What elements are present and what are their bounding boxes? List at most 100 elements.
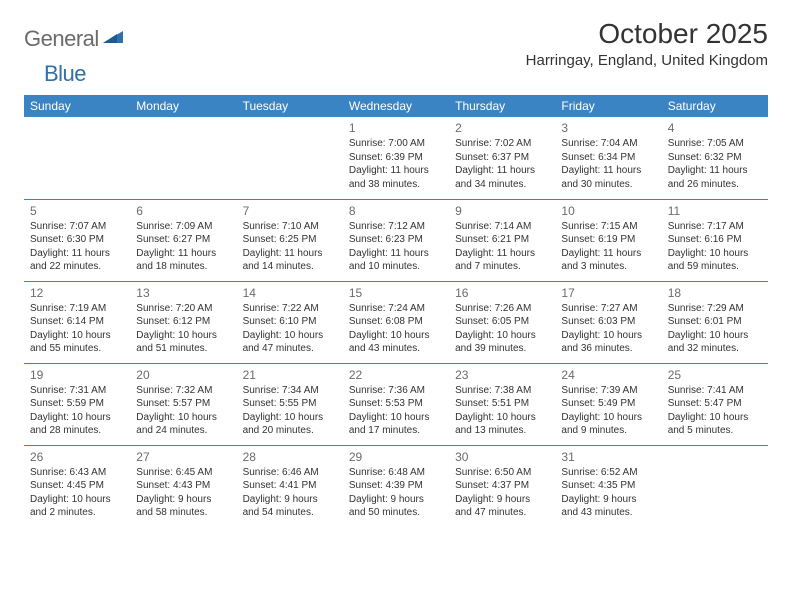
calendar-day-cell: 11Sunrise: 7:17 AMSunset: 6:16 PMDayligh… <box>662 199 768 281</box>
sunrise-line: Sunrise: 6:46 AM <box>243 466 337 480</box>
calendar-day-cell: 29Sunrise: 6:48 AMSunset: 4:39 PMDayligh… <box>343 445 449 527</box>
daylight-line: Daylight: 11 hours and 7 minutes. <box>455 247 549 274</box>
sunset-line: Sunset: 5:47 PM <box>668 397 762 411</box>
day-number: 26 <box>30 449 124 465</box>
sunset-line: Sunset: 6:12 PM <box>136 315 230 329</box>
sunset-line: Sunset: 5:49 PM <box>561 397 655 411</box>
sunrise-line: Sunrise: 6:48 AM <box>349 466 443 480</box>
calendar-day-cell: 24Sunrise: 7:39 AMSunset: 5:49 PMDayligh… <box>555 363 661 445</box>
day-number: 4 <box>668 120 762 136</box>
sunset-line: Sunset: 4:45 PM <box>30 479 124 493</box>
sunset-line: Sunset: 6:23 PM <box>349 233 443 247</box>
day-number: 20 <box>136 367 230 383</box>
daylight-line: Daylight: 10 hours and 17 minutes. <box>349 411 443 438</box>
calendar-day-cell <box>662 445 768 527</box>
day-number: 14 <box>243 285 337 301</box>
day-number: 7 <box>243 203 337 219</box>
calendar-day-cell: 21Sunrise: 7:34 AMSunset: 5:55 PMDayligh… <box>237 363 343 445</box>
day-number: 18 <box>668 285 762 301</box>
calendar-day-cell: 10Sunrise: 7:15 AMSunset: 6:19 PMDayligh… <box>555 199 661 281</box>
weekday-header: Saturday <box>662 95 768 117</box>
calendar-day-cell: 6Sunrise: 7:09 AMSunset: 6:27 PMDaylight… <box>130 199 236 281</box>
daylight-line: Daylight: 10 hours and 39 minutes. <box>455 329 549 356</box>
daylight-line: Daylight: 11 hours and 10 minutes. <box>349 247 443 274</box>
sunrise-line: Sunrise: 7:09 AM <box>136 220 230 234</box>
calendar-day-cell: 15Sunrise: 7:24 AMSunset: 6:08 PMDayligh… <box>343 281 449 363</box>
daylight-line: Daylight: 10 hours and 9 minutes. <box>561 411 655 438</box>
calendar-day-cell: 1Sunrise: 7:00 AMSunset: 6:39 PMDaylight… <box>343 117 449 199</box>
sunset-line: Sunset: 6:37 PM <box>455 151 549 165</box>
daylight-line: Daylight: 10 hours and 28 minutes. <box>30 411 124 438</box>
title-block: October 2025 Harringay, England, United … <box>526 18 768 69</box>
calendar-body: 1Sunrise: 7:00 AMSunset: 6:39 PMDaylight… <box>24 117 768 527</box>
day-number: 23 <box>455 367 549 383</box>
sunset-line: Sunset: 6:08 PM <box>349 315 443 329</box>
sunset-line: Sunset: 6:01 PM <box>668 315 762 329</box>
daylight-line: Daylight: 10 hours and 20 minutes. <box>243 411 337 438</box>
sunset-line: Sunset: 4:35 PM <box>561 479 655 493</box>
sunset-line: Sunset: 6:21 PM <box>455 233 549 247</box>
sunset-line: Sunset: 5:55 PM <box>243 397 337 411</box>
calendar-day-cell: 31Sunrise: 6:52 AMSunset: 4:35 PMDayligh… <box>555 445 661 527</box>
calendar-day-cell: 9Sunrise: 7:14 AMSunset: 6:21 PMDaylight… <box>449 199 555 281</box>
weekday-header: Tuesday <box>237 95 343 117</box>
calendar-day-cell <box>24 117 130 199</box>
daylight-line: Daylight: 9 hours and 47 minutes. <box>455 493 549 520</box>
calendar-day-cell: 12Sunrise: 7:19 AMSunset: 6:14 PMDayligh… <box>24 281 130 363</box>
calendar-day-cell: 5Sunrise: 7:07 AMSunset: 6:30 PMDaylight… <box>24 199 130 281</box>
sunrise-line: Sunrise: 7:17 AM <box>668 220 762 234</box>
logo-text-blue: Blue <box>44 61 86 87</box>
sunrise-line: Sunrise: 7:27 AM <box>561 302 655 316</box>
sunrise-line: Sunrise: 7:00 AM <box>349 137 443 151</box>
day-number: 10 <box>561 203 655 219</box>
daylight-line: Daylight: 10 hours and 5 minutes. <box>668 411 762 438</box>
sunset-line: Sunset: 4:39 PM <box>349 479 443 493</box>
calendar-day-cell: 18Sunrise: 7:29 AMSunset: 6:01 PMDayligh… <box>662 281 768 363</box>
calendar-day-cell: 20Sunrise: 7:32 AMSunset: 5:57 PMDayligh… <box>130 363 236 445</box>
day-number: 31 <box>561 449 655 465</box>
calendar-day-cell <box>237 117 343 199</box>
sunrise-line: Sunrise: 7:22 AM <box>243 302 337 316</box>
sunrise-line: Sunrise: 7:07 AM <box>30 220 124 234</box>
sunset-line: Sunset: 6:34 PM <box>561 151 655 165</box>
daylight-line: Daylight: 10 hours and 59 minutes. <box>668 247 762 274</box>
calendar-day-cell: 8Sunrise: 7:12 AMSunset: 6:23 PMDaylight… <box>343 199 449 281</box>
daylight-line: Daylight: 11 hours and 18 minutes. <box>136 247 230 274</box>
calendar-day-cell: 3Sunrise: 7:04 AMSunset: 6:34 PMDaylight… <box>555 117 661 199</box>
sunrise-line: Sunrise: 7:04 AM <box>561 137 655 151</box>
sunrise-line: Sunrise: 6:43 AM <box>30 466 124 480</box>
day-number: 5 <box>30 203 124 219</box>
sunrise-line: Sunrise: 6:52 AM <box>561 466 655 480</box>
calendar-day-cell: 13Sunrise: 7:20 AMSunset: 6:12 PMDayligh… <box>130 281 236 363</box>
calendar-day-cell: 4Sunrise: 7:05 AMSunset: 6:32 PMDaylight… <box>662 117 768 199</box>
day-number: 25 <box>668 367 762 383</box>
logo: General <box>24 18 127 52</box>
weekday-header: Wednesday <box>343 95 449 117</box>
sunrise-line: Sunrise: 7:05 AM <box>668 137 762 151</box>
calendar-day-cell: 26Sunrise: 6:43 AMSunset: 4:45 PMDayligh… <box>24 445 130 527</box>
weekday-header: Friday <box>555 95 661 117</box>
sunrise-line: Sunrise: 6:45 AM <box>136 466 230 480</box>
daylight-line: Daylight: 10 hours and 24 minutes. <box>136 411 230 438</box>
sunrise-line: Sunrise: 7:34 AM <box>243 384 337 398</box>
sunset-line: Sunset: 4:37 PM <box>455 479 549 493</box>
sunset-line: Sunset: 5:53 PM <box>349 397 443 411</box>
page-title: October 2025 <box>526 18 768 50</box>
day-number: 9 <box>455 203 549 219</box>
sunrise-line: Sunrise: 7:15 AM <box>561 220 655 234</box>
sunrise-line: Sunrise: 6:50 AM <box>455 466 549 480</box>
daylight-line: Daylight: 11 hours and 3 minutes. <box>561 247 655 274</box>
day-number: 24 <box>561 367 655 383</box>
day-number: 29 <box>349 449 443 465</box>
daylight-line: Daylight: 9 hours and 43 minutes. <box>561 493 655 520</box>
sunrise-line: Sunrise: 7:20 AM <box>136 302 230 316</box>
daylight-line: Daylight: 11 hours and 22 minutes. <box>30 247 124 274</box>
sunset-line: Sunset: 6:25 PM <box>243 233 337 247</box>
weekday-header: Sunday <box>24 95 130 117</box>
sunrise-line: Sunrise: 7:38 AM <box>455 384 549 398</box>
sunset-line: Sunset: 5:57 PM <box>136 397 230 411</box>
sunrise-line: Sunrise: 7:39 AM <box>561 384 655 398</box>
day-number: 11 <box>668 203 762 219</box>
daylight-line: Daylight: 11 hours and 30 minutes. <box>561 164 655 191</box>
sunset-line: Sunset: 6:39 PM <box>349 151 443 165</box>
